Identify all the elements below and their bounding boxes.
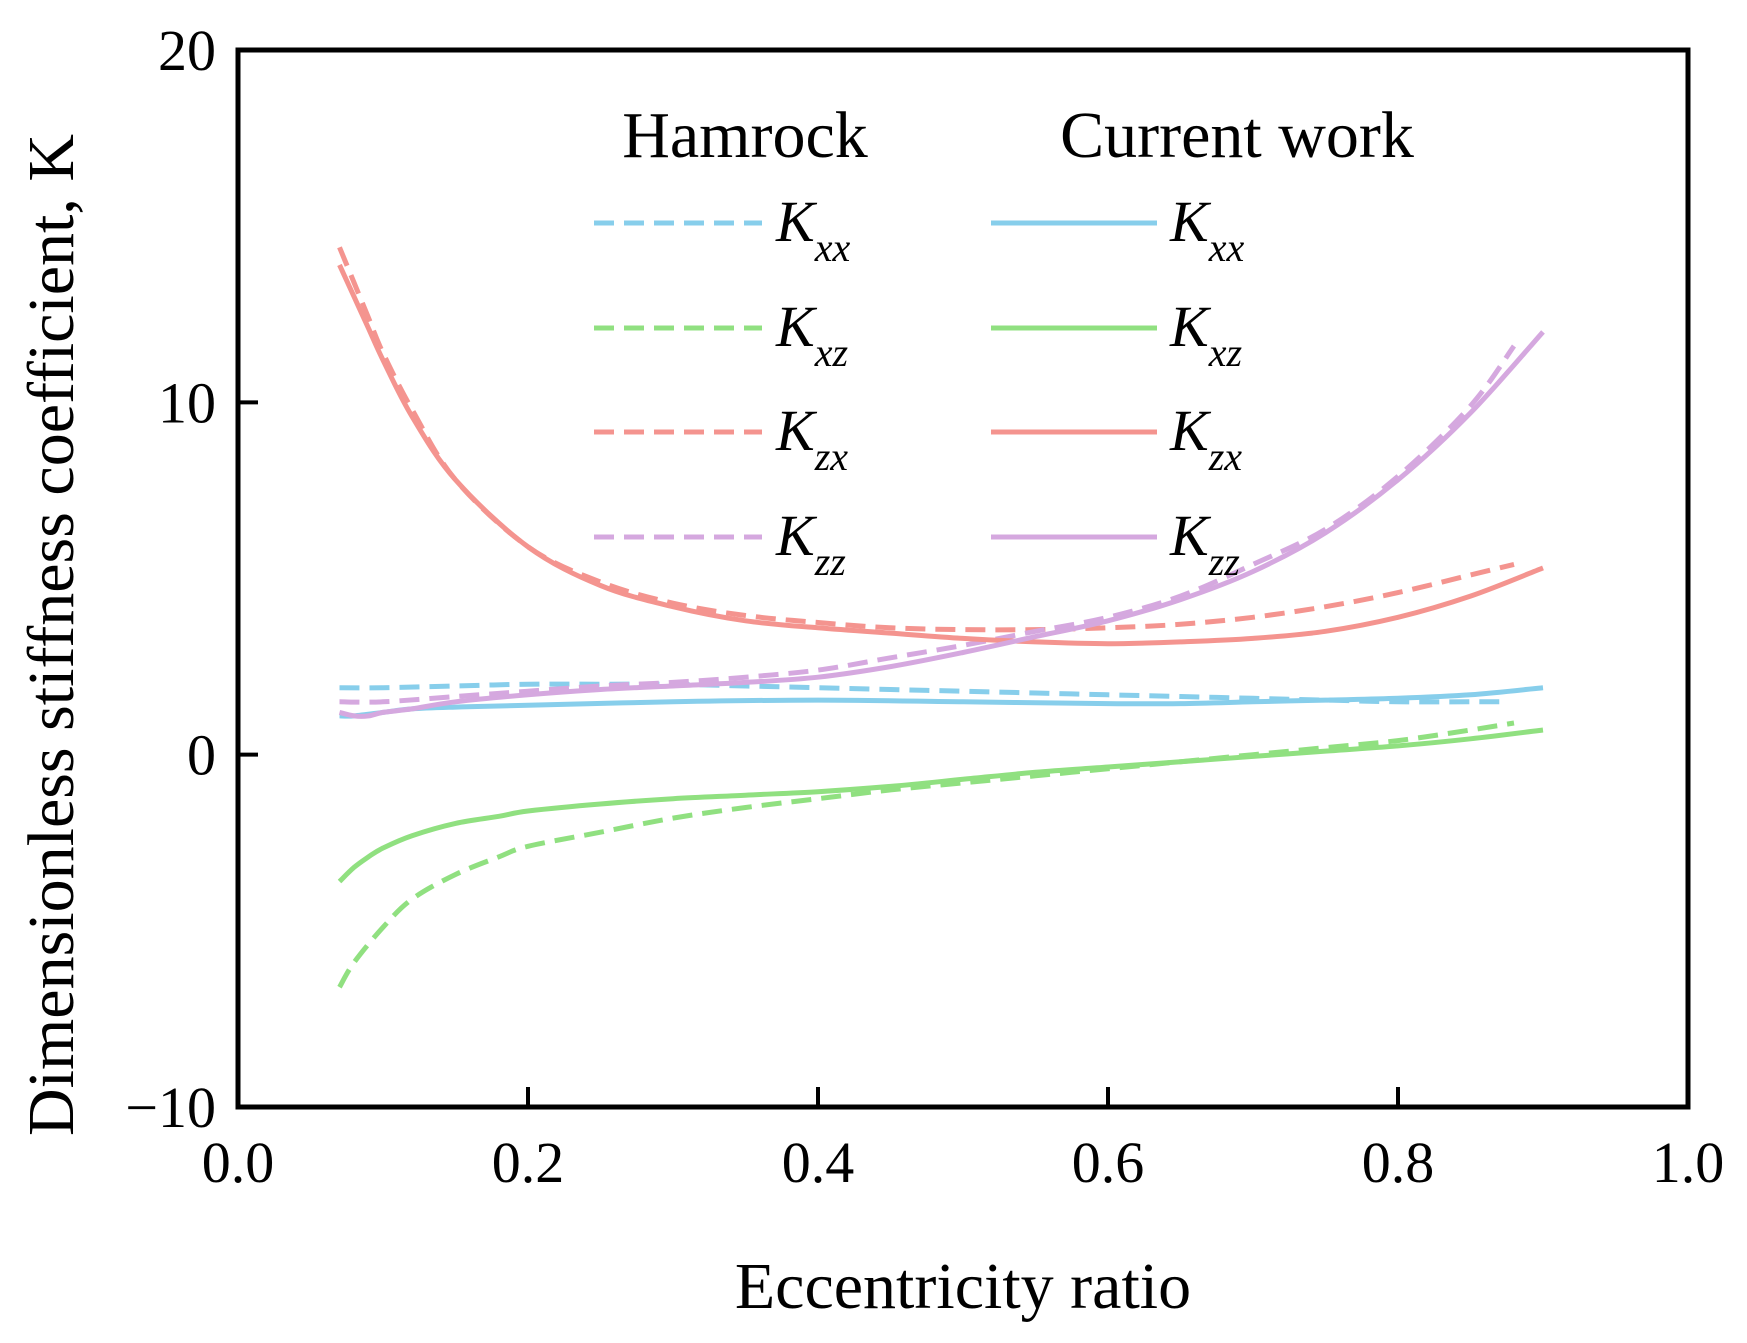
- legend-label-current-xz: Kxz: [1169, 294, 1242, 375]
- legend-symbol: K: [1169, 503, 1212, 568]
- legend-symbol: K: [775, 398, 818, 463]
- x-tick-label: 0.8: [1362, 1130, 1435, 1195]
- legend-title-current-work: Current work: [1060, 99, 1414, 172]
- x-axis-title: Eccentricity ratio: [735, 1250, 1191, 1323]
- series-line-hamrock-k-xx: [339, 681, 1500, 705]
- legend-subscript: xx: [814, 225, 851, 270]
- legend-subscript: zz: [814, 539, 847, 584]
- series-layer: [337, 246, 1545, 989]
- series-line-hamrock-k-zx: [337, 246, 1515, 633]
- legend-symbol: K: [1169, 189, 1212, 254]
- series-line-hamrock-k-xz: [337, 720, 1515, 989]
- x-tick-label: 0.4: [782, 1130, 855, 1195]
- y-tick-label: −10: [125, 1075, 216, 1140]
- legend-symbol: K: [1169, 294, 1212, 359]
- y-axis-title: Dimensionless stiffness coefficient, K: [15, 134, 88, 1136]
- legend-label-hamrock-zz: Kzz: [775, 503, 846, 584]
- series-line-current-work-k-xz: [337, 727, 1544, 884]
- y-tick-label: 20: [158, 18, 216, 83]
- legend-label-hamrock-xz: Kxz: [775, 294, 848, 375]
- legend-label-current-zx: Kzx: [1169, 398, 1242, 479]
- legend-subscript: zz: [1208, 539, 1241, 584]
- series-line-current-work-k-zx: [337, 263, 1544, 647]
- legend-symbol: K: [775, 189, 818, 254]
- x-tick-label: 0.2: [492, 1130, 565, 1195]
- legend-symbol: K: [775, 503, 818, 568]
- legend-label-current-zz: Kzz: [1169, 503, 1240, 584]
- legend-subscript: xz: [814, 330, 849, 375]
- x-tick-label: 1.0: [1652, 1130, 1725, 1195]
- y-tick-label: 10: [158, 370, 216, 435]
- legend-subscript: xx: [1208, 225, 1245, 270]
- legend-label-current-xx: Kxx: [1169, 189, 1244, 270]
- legend-subscript: zx: [814, 434, 849, 479]
- series-line-current-work-k-zz: [338, 330, 1545, 719]
- legend-subscript: zx: [1208, 434, 1243, 479]
- legend-symbol: K: [1169, 398, 1212, 463]
- x-tick-label: 0.0: [202, 1130, 275, 1195]
- y-tick-label: 0: [187, 723, 216, 788]
- plot-area-frame: [235, 47, 1691, 1110]
- legend-subscript: xz: [1208, 330, 1243, 375]
- x-tick-label: 0.6: [1072, 1130, 1145, 1195]
- legend-label-hamrock-zx: Kzx: [775, 398, 848, 479]
- tick-layer: 0.0 0.2 0.4 0.6 0.8 1.0 −10 0 10 20: [125, 18, 1724, 1195]
- series-line-hamrock-k-zz: [339, 344, 1517, 705]
- legend-title-hamrock: Hamrock: [622, 99, 868, 172]
- legend-symbol: K: [775, 294, 818, 359]
- legend-label-hamrock-xx: Kxx: [775, 189, 850, 270]
